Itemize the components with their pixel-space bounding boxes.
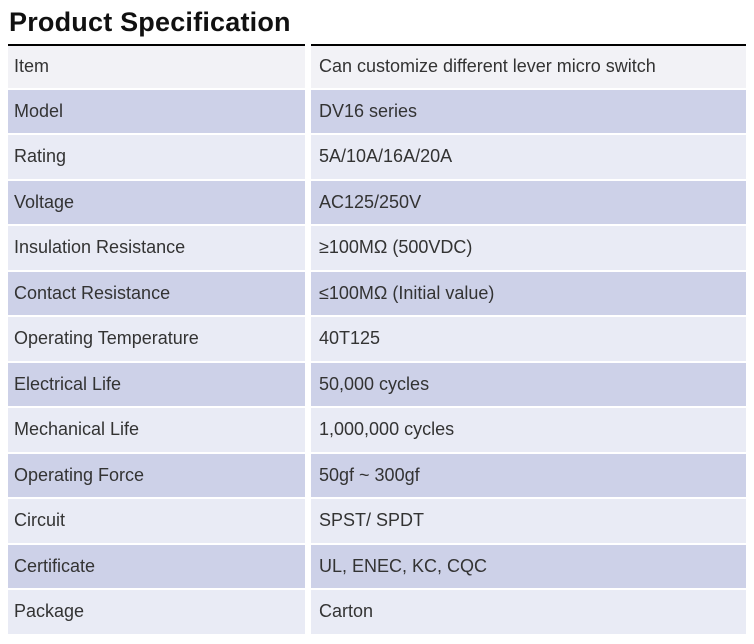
spec-label: Mechanical Life <box>8 408 305 452</box>
table-row-electrical-life: Electrical Life 50,000 cycles <box>8 362 746 407</box>
table-row-package: Package Carton <box>8 590 746 634</box>
table-row-item: Item Can customize different lever micro… <box>8 44 746 88</box>
spec-value: Can customize different lever micro swit… <box>311 44 746 88</box>
spec-label: Item <box>8 44 305 88</box>
spec-label: Model <box>8 89 305 134</box>
spec-value: 40T125 <box>311 317 746 361</box>
spec-label: Electrical Life <box>8 362 305 407</box>
spec-label: Rating <box>8 135 305 179</box>
table-row-contact-resistance: Contact Resistance ≤100MΩ (Initial value… <box>8 271 746 316</box>
spec-table: Item Can customize different lever micro… <box>8 44 746 634</box>
table-row-operating-temperature: Operating Temperature 40T125 <box>8 317 746 361</box>
spec-value: ≥100MΩ (500VDC) <box>311 226 746 270</box>
spec-label: Contact Resistance <box>8 271 305 316</box>
spec-value: 50gf ~ 300gf <box>311 453 746 498</box>
spec-value: 50,000 cycles <box>311 362 746 407</box>
spec-value: 1,000,000 cycles <box>311 408 746 452</box>
table-row-circuit: Circuit SPST/ SPDT <box>8 499 746 543</box>
spec-value: UL, ENEC, KC, CQC <box>311 544 746 589</box>
spec-value: SPST/ SPDT <box>311 499 746 543</box>
spec-label: Insulation Resistance <box>8 226 305 270</box>
table-row-model: Model DV16 series <box>8 89 746 134</box>
table-row-mechanical-life: Mechanical Life 1,000,000 cycles <box>8 408 746 452</box>
table-row-operating-force: Operating Force 50gf ~ 300gf <box>8 453 746 498</box>
table-row-rating: Rating 5A/10A/16A/20A <box>8 135 746 179</box>
spec-value: Carton <box>311 590 746 634</box>
spec-label: Voltage <box>8 180 305 225</box>
spec-label: Package <box>8 590 305 634</box>
table-row-voltage: Voltage AC125/250V <box>8 180 746 225</box>
spec-label: Certificate <box>8 544 305 589</box>
spec-label: Circuit <box>8 499 305 543</box>
spec-value: AC125/250V <box>311 180 746 225</box>
spec-value: 5A/10A/16A/20A <box>311 135 746 179</box>
spec-value: DV16 series <box>311 89 746 134</box>
spec-value: ≤100MΩ (Initial value) <box>311 271 746 316</box>
table-row-insulation-resistance: Insulation Resistance ≥100MΩ (500VDC) <box>8 226 746 270</box>
spec-label: Operating Force <box>8 453 305 498</box>
table-row-certificate: Certificate UL, ENEC, KC, CQC <box>8 544 746 589</box>
page-title: Product Specification <box>9 7 291 37</box>
spec-label: Operating Temperature <box>8 317 305 361</box>
